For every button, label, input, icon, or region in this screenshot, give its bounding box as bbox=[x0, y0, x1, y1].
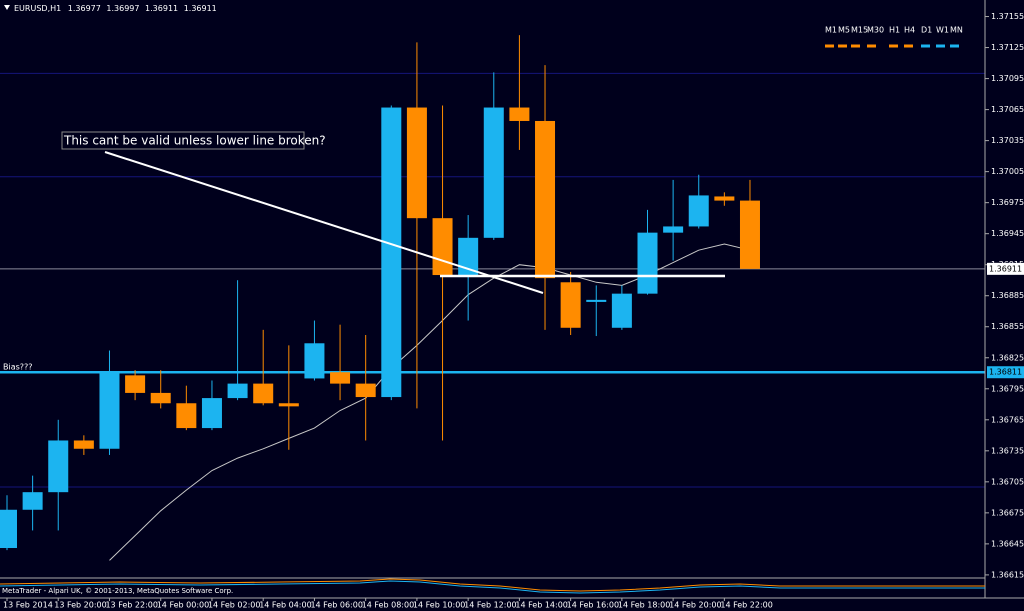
candle-body bbox=[176, 403, 197, 429]
bias-tag bbox=[987, 366, 1024, 379]
y-tick-label: 1.36675 bbox=[991, 508, 1024, 517]
bid-label: 1.36911 bbox=[989, 264, 1022, 273]
header: EURUSD,H1 1.36977 1.36997 1.36911 1.3691… bbox=[14, 4, 217, 13]
timeframe-label: H1 bbox=[889, 26, 900, 35]
candle-body bbox=[509, 107, 530, 121]
header-high: 1.36997 bbox=[106, 4, 139, 13]
bias-label: Bias??? bbox=[3, 363, 33, 372]
candle-body bbox=[535, 120, 556, 279]
y-tick-label: 1.36615 bbox=[991, 570, 1024, 579]
candle-body bbox=[611, 293, 632, 328]
y-tick-label: 1.37035 bbox=[991, 136, 1024, 145]
y-tick-label: 1.36945 bbox=[991, 229, 1024, 238]
candle-body bbox=[99, 373, 120, 449]
candle-body bbox=[688, 195, 709, 227]
candle-body bbox=[150, 392, 171, 404]
candle-body bbox=[330, 372, 351, 384]
candle-body bbox=[227, 383, 248, 399]
candle-body bbox=[201, 398, 222, 429]
y-tick-label: 1.37065 bbox=[991, 105, 1024, 114]
menu-arrow bbox=[4, 5, 10, 10]
y-tick-label: 1.36645 bbox=[991, 539, 1024, 548]
grid bbox=[0, 72, 985, 488]
y-tick-label: 1.36855 bbox=[991, 322, 1024, 331]
candle-body bbox=[125, 375, 146, 393]
x-tick-label: 13 Feb 22:00 bbox=[105, 601, 157, 610]
x-tick-label: 13 Feb 2014 bbox=[3, 601, 53, 610]
candle-body bbox=[406, 107, 427, 219]
candle-body bbox=[586, 299, 607, 302]
x-tick-label: 14 Feb 00:00 bbox=[157, 601, 209, 610]
header-close: 1.36911 bbox=[184, 4, 217, 13]
plot bbox=[0, 35, 760, 561]
timeframe-label: W1 bbox=[936, 26, 949, 35]
candle-body bbox=[355, 383, 376, 398]
timeframe-label: M1 bbox=[825, 26, 837, 35]
x-tick-label: 14 Feb 16:00 bbox=[567, 601, 619, 610]
candle-body bbox=[22, 492, 43, 510]
y-tick-label: 1.37155 bbox=[991, 12, 1024, 21]
candle-body bbox=[278, 403, 299, 407]
annotation: This cant be valid unless lower line bro… bbox=[63, 134, 326, 148]
y-tick-label: 1.36735 bbox=[991, 446, 1024, 455]
indicator-line bbox=[0, 580, 985, 594]
bias-value: 1.36811 bbox=[989, 368, 1022, 377]
trend-line bbox=[104, 151, 544, 294]
x-tick-label: 14 Feb 14:00 bbox=[515, 601, 567, 610]
candle-body bbox=[458, 237, 479, 276]
candle-body bbox=[483, 107, 504, 238]
x-tick-label: 14 Feb 10:00 bbox=[413, 601, 465, 610]
candle-body bbox=[637, 232, 658, 294]
symbol: EURUSD,H1 bbox=[14, 4, 61, 13]
timeframe-label: M5 bbox=[838, 26, 850, 35]
candle-body bbox=[432, 218, 453, 276]
timeframe-label: H4 bbox=[904, 26, 915, 35]
y-tick-label: 1.37095 bbox=[991, 74, 1024, 83]
bid-tag bbox=[987, 262, 1024, 275]
x-tick-label: 13 Feb 20:00 bbox=[54, 601, 106, 610]
header-open: 1.36977 bbox=[68, 4, 101, 13]
candle-body bbox=[253, 383, 274, 404]
candle-body bbox=[304, 343, 325, 379]
annotation-box bbox=[61, 131, 305, 150]
indicator-line bbox=[0, 578, 985, 592]
x-tick-label: 14 Feb 12:00 bbox=[464, 601, 516, 610]
timeframe-label: MN bbox=[950, 26, 963, 35]
timeframe-label: M30 bbox=[867, 26, 884, 35]
x-tick-label: 14 Feb 18:00 bbox=[618, 601, 670, 610]
candle-body bbox=[714, 196, 735, 201]
y-tick-label: 1.36765 bbox=[991, 415, 1024, 424]
y-tick-label: 1.37125 bbox=[991, 43, 1024, 52]
candle-body bbox=[381, 107, 402, 398]
y-tick-label: 1.36795 bbox=[991, 384, 1024, 393]
x-tick-label: 14 Feb 06:00 bbox=[310, 601, 362, 610]
y-tick-label: 1.36885 bbox=[991, 291, 1024, 300]
candle-body bbox=[560, 282, 581, 328]
timeframe-label: D1 bbox=[921, 26, 932, 35]
y-tick-label: 1.36705 bbox=[991, 477, 1024, 486]
footer: MetaTrader - Alpari UK, © 2001-2013, Met… bbox=[2, 587, 233, 595]
candle-body bbox=[663, 226, 684, 233]
timeframe-label: M15 bbox=[851, 26, 868, 35]
candle-body bbox=[48, 440, 69, 493]
x-tick-label: 14 Feb 04:00 bbox=[259, 601, 311, 610]
y-tick-label: 1.37005 bbox=[991, 167, 1024, 176]
candle-body bbox=[0, 509, 17, 549]
x-tick-label: 14 Feb 02:00 bbox=[208, 601, 260, 610]
candle-body bbox=[73, 440, 94, 449]
y-tick-label: 1.36975 bbox=[991, 198, 1024, 207]
x-tick-label: 14 Feb 20:00 bbox=[669, 601, 721, 610]
candle-body bbox=[739, 200, 760, 269]
y-tick-label: 1.36825 bbox=[991, 353, 1024, 362]
x-tick-label: 14 Feb 22:00 bbox=[720, 601, 772, 610]
x-tick-label: 14 Feb 08:00 bbox=[362, 601, 414, 610]
header-low: 1.36911 bbox=[145, 4, 178, 13]
